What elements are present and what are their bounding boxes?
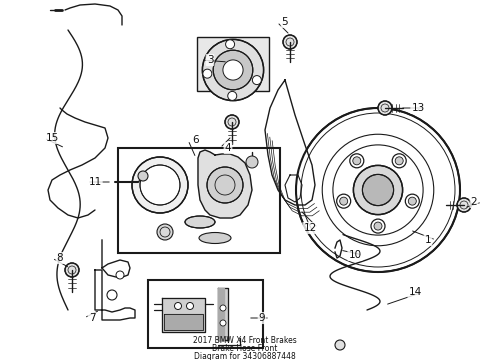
Circle shape [220,320,225,326]
Circle shape [220,305,225,311]
Circle shape [138,171,148,181]
Text: 11: 11 [88,177,102,187]
Circle shape [245,156,258,168]
Text: 2017 BMW X4 Front Brakes: 2017 BMW X4 Front Brakes [192,336,296,345]
Circle shape [370,219,384,233]
Polygon shape [264,80,314,205]
Circle shape [456,198,470,212]
Circle shape [65,263,79,277]
Circle shape [203,69,211,78]
Text: 2: 2 [470,197,476,207]
Text: 3: 3 [206,55,213,65]
Text: 6: 6 [192,135,199,145]
Circle shape [186,302,193,310]
Circle shape [362,174,393,206]
Circle shape [252,76,261,85]
Text: 7: 7 [88,313,95,323]
Text: 9: 9 [258,313,265,323]
Circle shape [353,165,402,215]
Circle shape [295,108,459,272]
Circle shape [373,222,381,230]
Circle shape [132,157,187,213]
Circle shape [116,271,124,279]
Polygon shape [198,150,251,218]
Text: 12: 12 [303,223,316,233]
Circle shape [223,60,243,80]
Circle shape [174,302,181,310]
Circle shape [405,194,418,208]
Text: 15: 15 [45,133,59,143]
Polygon shape [218,288,224,340]
Circle shape [391,154,406,168]
Circle shape [334,340,345,350]
Polygon shape [218,288,227,340]
Bar [118,148,280,253]
Text: 14: 14 [407,287,421,297]
Text: 8: 8 [57,253,63,263]
Text: Diagram for 34306887448: Diagram for 34306887448 [193,352,295,360]
Circle shape [202,39,263,100]
Circle shape [336,194,350,208]
Text: 13: 13 [410,103,424,113]
Polygon shape [163,314,203,330]
Circle shape [206,167,243,203]
Ellipse shape [184,216,215,228]
Circle shape [140,165,180,205]
Circle shape [352,157,360,165]
Ellipse shape [199,233,230,243]
Text: 5: 5 [281,17,288,27]
Circle shape [377,101,391,115]
Circle shape [225,40,234,49]
Circle shape [407,197,415,205]
Circle shape [224,115,239,129]
Circle shape [283,35,296,49]
Text: Brake Hose Front: Brake Hose Front [211,344,277,353]
Bar [148,280,263,348]
Circle shape [213,50,252,90]
Bar [197,37,268,91]
Text: 4: 4 [224,143,231,153]
Circle shape [349,154,363,168]
Circle shape [227,91,236,100]
Text: 1: 1 [424,235,430,245]
Polygon shape [162,298,204,332]
Circle shape [339,197,347,205]
Text: 10: 10 [348,250,361,260]
Circle shape [157,224,173,240]
Circle shape [394,157,403,165]
Circle shape [107,290,117,300]
